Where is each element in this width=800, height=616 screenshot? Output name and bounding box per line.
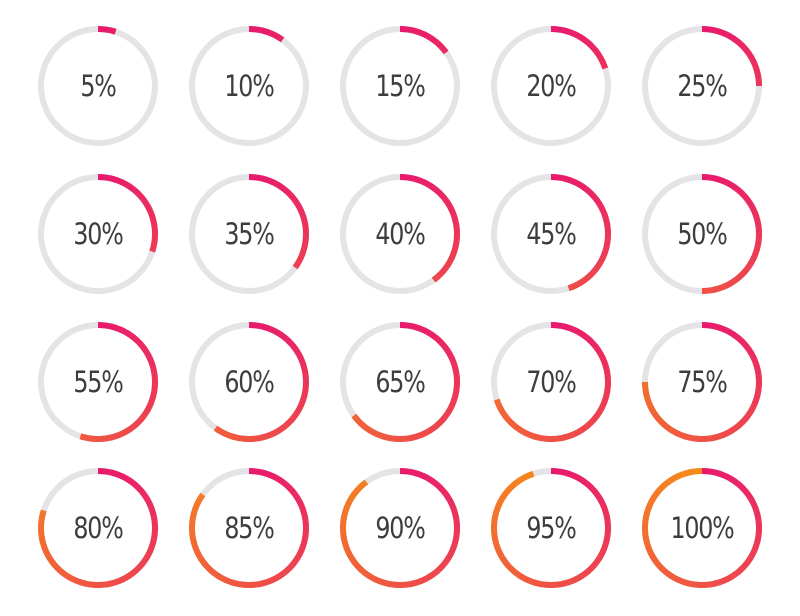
progress-ring: 65% <box>338 320 462 444</box>
progress-ring-graphic <box>189 173 310 294</box>
progress-ring-arc <box>248 173 310 270</box>
progress-ring-arc <box>97 25 117 35</box>
progress-ring-arc-segment <box>292 263 300 270</box>
progress-ring-label: 90% <box>375 511 425 545</box>
progress-ring: 75% <box>640 320 764 444</box>
progress-ring-label: 35% <box>224 217 274 251</box>
progress-ring-graphic <box>641 467 763 589</box>
progress-ring-arc <box>550 25 609 70</box>
progress-ring-arc <box>641 321 763 443</box>
progress-ring-label: 15% <box>375 69 425 103</box>
progress-ring-arc-segment <box>351 413 359 420</box>
progress-ring: 40% <box>338 172 462 296</box>
progress-ring-arc <box>248 25 285 43</box>
progress-ring-arc-segment <box>362 479 369 487</box>
progress-ring-label: 55% <box>73 365 123 399</box>
progress-ring-label: 70% <box>526 365 576 399</box>
progress-ring-label: 30% <box>73 217 123 251</box>
progress-ring-arc <box>701 25 763 87</box>
progress-ring-graphic <box>188 467 310 589</box>
progress-ring-graphic <box>491 321 612 443</box>
progress-ring-label: 85% <box>224 511 274 545</box>
progress-ring-arc-segment <box>79 433 84 440</box>
progress-ring: 45% <box>489 172 613 296</box>
progress-ring-arc-segment <box>111 28 117 35</box>
progress-ring: 90% <box>338 466 462 590</box>
progress-ring-arc <box>97 173 159 253</box>
progress-ring-arc-segment <box>431 275 438 283</box>
progress-ring: 80% <box>36 466 160 590</box>
progress-ring-arc <box>213 321 310 443</box>
progress-ring-arc <box>493 321 612 443</box>
progress-ring-graphic <box>38 25 158 146</box>
progress-ring-label: 10% <box>224 69 274 103</box>
progress-ring-arc-segment <box>213 425 220 433</box>
progress-ring-arc-segment <box>529 470 535 478</box>
progress-ring-arc-segment <box>40 509 47 515</box>
progress-ring-arc <box>490 467 612 589</box>
progress-ring-arc-segment <box>278 35 285 43</box>
progress-ring-label: 5% <box>80 69 117 103</box>
progress-ring-label: 50% <box>677 217 727 251</box>
progress-ring-arc <box>641 467 763 589</box>
progress-ring-label: 60% <box>224 365 274 399</box>
progress-ring-arc <box>399 25 449 55</box>
progress-ring-arc <box>188 467 310 589</box>
progress-ring: 35% <box>187 172 311 296</box>
progress-ring: 5% <box>36 24 160 148</box>
progress-ring-arc <box>79 322 158 442</box>
progress-ring-graphic <box>189 25 309 146</box>
progress-ring: 95% <box>489 466 613 590</box>
progress-ring-graphic <box>491 25 611 146</box>
progress-ring-label: 40% <box>375 217 425 251</box>
progress-ring: 60% <box>187 320 311 444</box>
progress-ring-graphic <box>189 321 310 443</box>
progress-ring-graphic <box>641 321 763 443</box>
progress-ring-label: 100% <box>670 511 734 545</box>
progress-ring-graphic <box>491 173 612 294</box>
progress-ring-arc <box>339 467 461 589</box>
progress-ring: 30% <box>36 172 160 296</box>
progress-ring: 25% <box>640 24 764 148</box>
progress-ring-arc <box>399 173 461 283</box>
progress-ring-arc-segment <box>149 247 156 253</box>
progress-ring-label: 25% <box>677 69 727 103</box>
progress-ring-label: 95% <box>526 511 576 545</box>
progress-ring-graphic <box>339 467 461 589</box>
progress-ring-label: 65% <box>375 365 425 399</box>
progress-ring-label: 20% <box>526 69 576 103</box>
progress-ring: 10% <box>187 24 311 148</box>
progress-ring-graphic <box>642 173 763 295</box>
progress-ring-label: 75% <box>677 365 727 399</box>
progress-ring-graphic <box>38 173 159 294</box>
progress-ring-arc <box>37 467 159 589</box>
progress-ring-graphic <box>340 25 460 146</box>
progress-ring-graphic <box>642 25 763 146</box>
progress-ring: 70% <box>489 320 613 444</box>
progress-ring-arc-segment <box>601 64 609 70</box>
progress-ring-arc-segment <box>441 48 449 55</box>
progress-ring-label: 80% <box>73 511 123 545</box>
progress-ring: 55% <box>36 320 160 444</box>
progress-ring-graphic <box>340 173 461 294</box>
progress-ring-graphic <box>340 321 461 443</box>
progress-ring: 85% <box>187 466 311 590</box>
progress-ring: 100% <box>640 466 764 590</box>
progress-ring-graphic <box>37 467 159 589</box>
progress-ring-graphic <box>490 467 612 589</box>
progress-ring-arc-segment <box>198 492 206 499</box>
progress-ring: 20% <box>489 24 613 148</box>
progress-ring-arc-segment <box>567 284 573 292</box>
progress-ring-arc <box>550 173 612 292</box>
progress-ring: 50% <box>640 172 764 296</box>
progress-ring-arc <box>351 321 461 443</box>
progress-ring-graphic <box>38 322 158 442</box>
progress-ring-label: 45% <box>526 217 576 251</box>
progress-ring: 15% <box>338 24 462 148</box>
progress-ring-arc <box>701 173 763 295</box>
progress-ring-arc-segment <box>493 398 501 404</box>
